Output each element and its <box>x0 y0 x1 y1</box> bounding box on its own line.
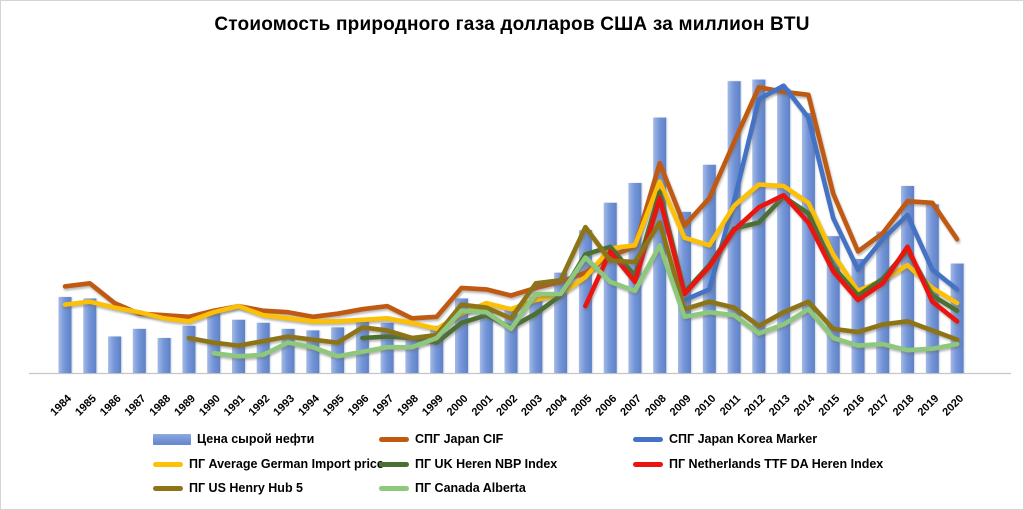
line-series-3 <box>360 189 960 345</box>
x-axis-label: 2010 <box>693 393 719 419</box>
legend-item-6: ПГ US Henry Hub 5 <box>153 481 303 495</box>
legend-item-3: ПГ Average German Import price <box>153 457 384 471</box>
x-axis-label: 1994 <box>296 392 322 418</box>
legend-item-4: ПГ UK Heren NBP Index <box>379 457 557 471</box>
bar-1993 <box>281 328 295 373</box>
x-axis-label: 1985 <box>73 393 99 419</box>
legend-line-swatch <box>379 461 409 467</box>
x-axis-label: 1996 <box>346 393 372 419</box>
bar-2014 <box>801 113 815 373</box>
bar-1992 <box>256 322 270 373</box>
x-axis-label: 2009 <box>668 393 694 419</box>
legend-label: ПГ Average German Import price <box>189 457 384 471</box>
legend-item-2: СПГ Japan Korea Marker <box>633 432 817 446</box>
legend-line-swatch <box>153 461 183 467</box>
x-axis-label: 2008 <box>643 393 669 419</box>
x-axis-label: 2012 <box>742 393 768 419</box>
legend-item-0: Цена сырой нефти <box>153 432 314 446</box>
legend-item-5: ПГ Netherlands TTF DA Heren Index <box>633 457 883 471</box>
x-axis-label: 2014 <box>792 392 818 418</box>
x-axis-label: 1986 <box>98 393 124 419</box>
x-axis-label: 1990 <box>197 393 223 419</box>
x-axis-label: 2019 <box>916 393 942 419</box>
x-axis-label: 2018 <box>891 393 917 419</box>
x-axis-label: 2007 <box>618 393 644 419</box>
x-axis-label: 1995 <box>321 393 347 419</box>
line-series-0 <box>62 84 960 321</box>
x-axis-label: 1984 <box>48 392 74 418</box>
legend-line-swatch <box>379 485 409 491</box>
bar-2013 <box>777 88 791 374</box>
legend-label: Цена сырой нефти <box>197 432 315 446</box>
legend-item-1: СПГ Japan CIF <box>379 432 503 446</box>
x-axis-label: 2001 <box>470 393 496 419</box>
x-axis-label: 2002 <box>494 393 520 419</box>
x-axis-label: 2016 <box>841 393 867 419</box>
chart-title: Стоиомость природного газа долларов США … <box>214 14 810 35</box>
legend-line-swatch <box>379 436 409 442</box>
x-axis-label: 1987 <box>123 393 149 419</box>
legend-label: ПГ US Henry Hub 5 <box>189 481 304 495</box>
x-axis-label: 2005 <box>569 393 595 419</box>
bar-2017 <box>876 231 890 373</box>
bar-2016 <box>851 259 865 373</box>
legend-label: СПГ Japan CIF <box>415 432 504 446</box>
x-axis-label: 1999 <box>420 393 446 419</box>
bar-1995 <box>331 327 345 373</box>
x-axis-label: 2013 <box>767 393 793 419</box>
x-axis-label: 2020 <box>940 393 966 419</box>
bar-1987 <box>132 328 146 373</box>
x-axis-label: 1988 <box>147 393 173 419</box>
bar-1984 <box>58 297 72 373</box>
legend-bar-swatch <box>153 433 191 445</box>
x-axis-label: 1989 <box>172 393 198 419</box>
x-axis-label: 1991 <box>222 393 248 419</box>
legend-item-7: ПГ Canada Alberta <box>379 481 526 495</box>
x-axis-label: 1998 <box>395 393 421 419</box>
bar-1989 <box>182 325 196 373</box>
line-series-5 <box>186 220 960 348</box>
x-axis-label: 1992 <box>247 393 273 419</box>
x-axis-label: 2006 <box>594 393 620 419</box>
legend-line-swatch <box>633 436 663 442</box>
bar-2012 <box>752 79 766 373</box>
legend-label: ПГ Canada Alberta <box>415 481 526 495</box>
line-series-2 <box>62 179 960 332</box>
x-axis-label: 2004 <box>544 392 570 418</box>
x-axis-label: 2011 <box>718 393 743 418</box>
bar-2001 <box>479 309 493 373</box>
x-axis-label: 2003 <box>519 393 545 419</box>
legend-label: СПГ Japan Korea Marker <box>669 432 818 446</box>
bar-2006 <box>603 202 617 373</box>
x-axis-label: 1997 <box>370 393 396 419</box>
bar-1985 <box>83 298 97 373</box>
bar-1986 <box>108 336 122 373</box>
legend-label: ПГ Netherlands TTF DA Heren Index <box>669 457 884 471</box>
x-axis-label: 1993 <box>271 393 297 419</box>
legend-label: ПГ UK Heren NBP Index <box>415 457 558 471</box>
legend-line-swatch <box>633 461 663 467</box>
bar-2018 <box>901 186 914 373</box>
x-axis-label: 2017 <box>866 393 892 419</box>
x-axis-label: 2000 <box>445 393 471 419</box>
x-axis-label: 2015 <box>817 393 843 419</box>
line-series-6 <box>211 243 960 359</box>
legend-line-swatch <box>153 485 183 491</box>
bar-1988 <box>157 338 171 373</box>
